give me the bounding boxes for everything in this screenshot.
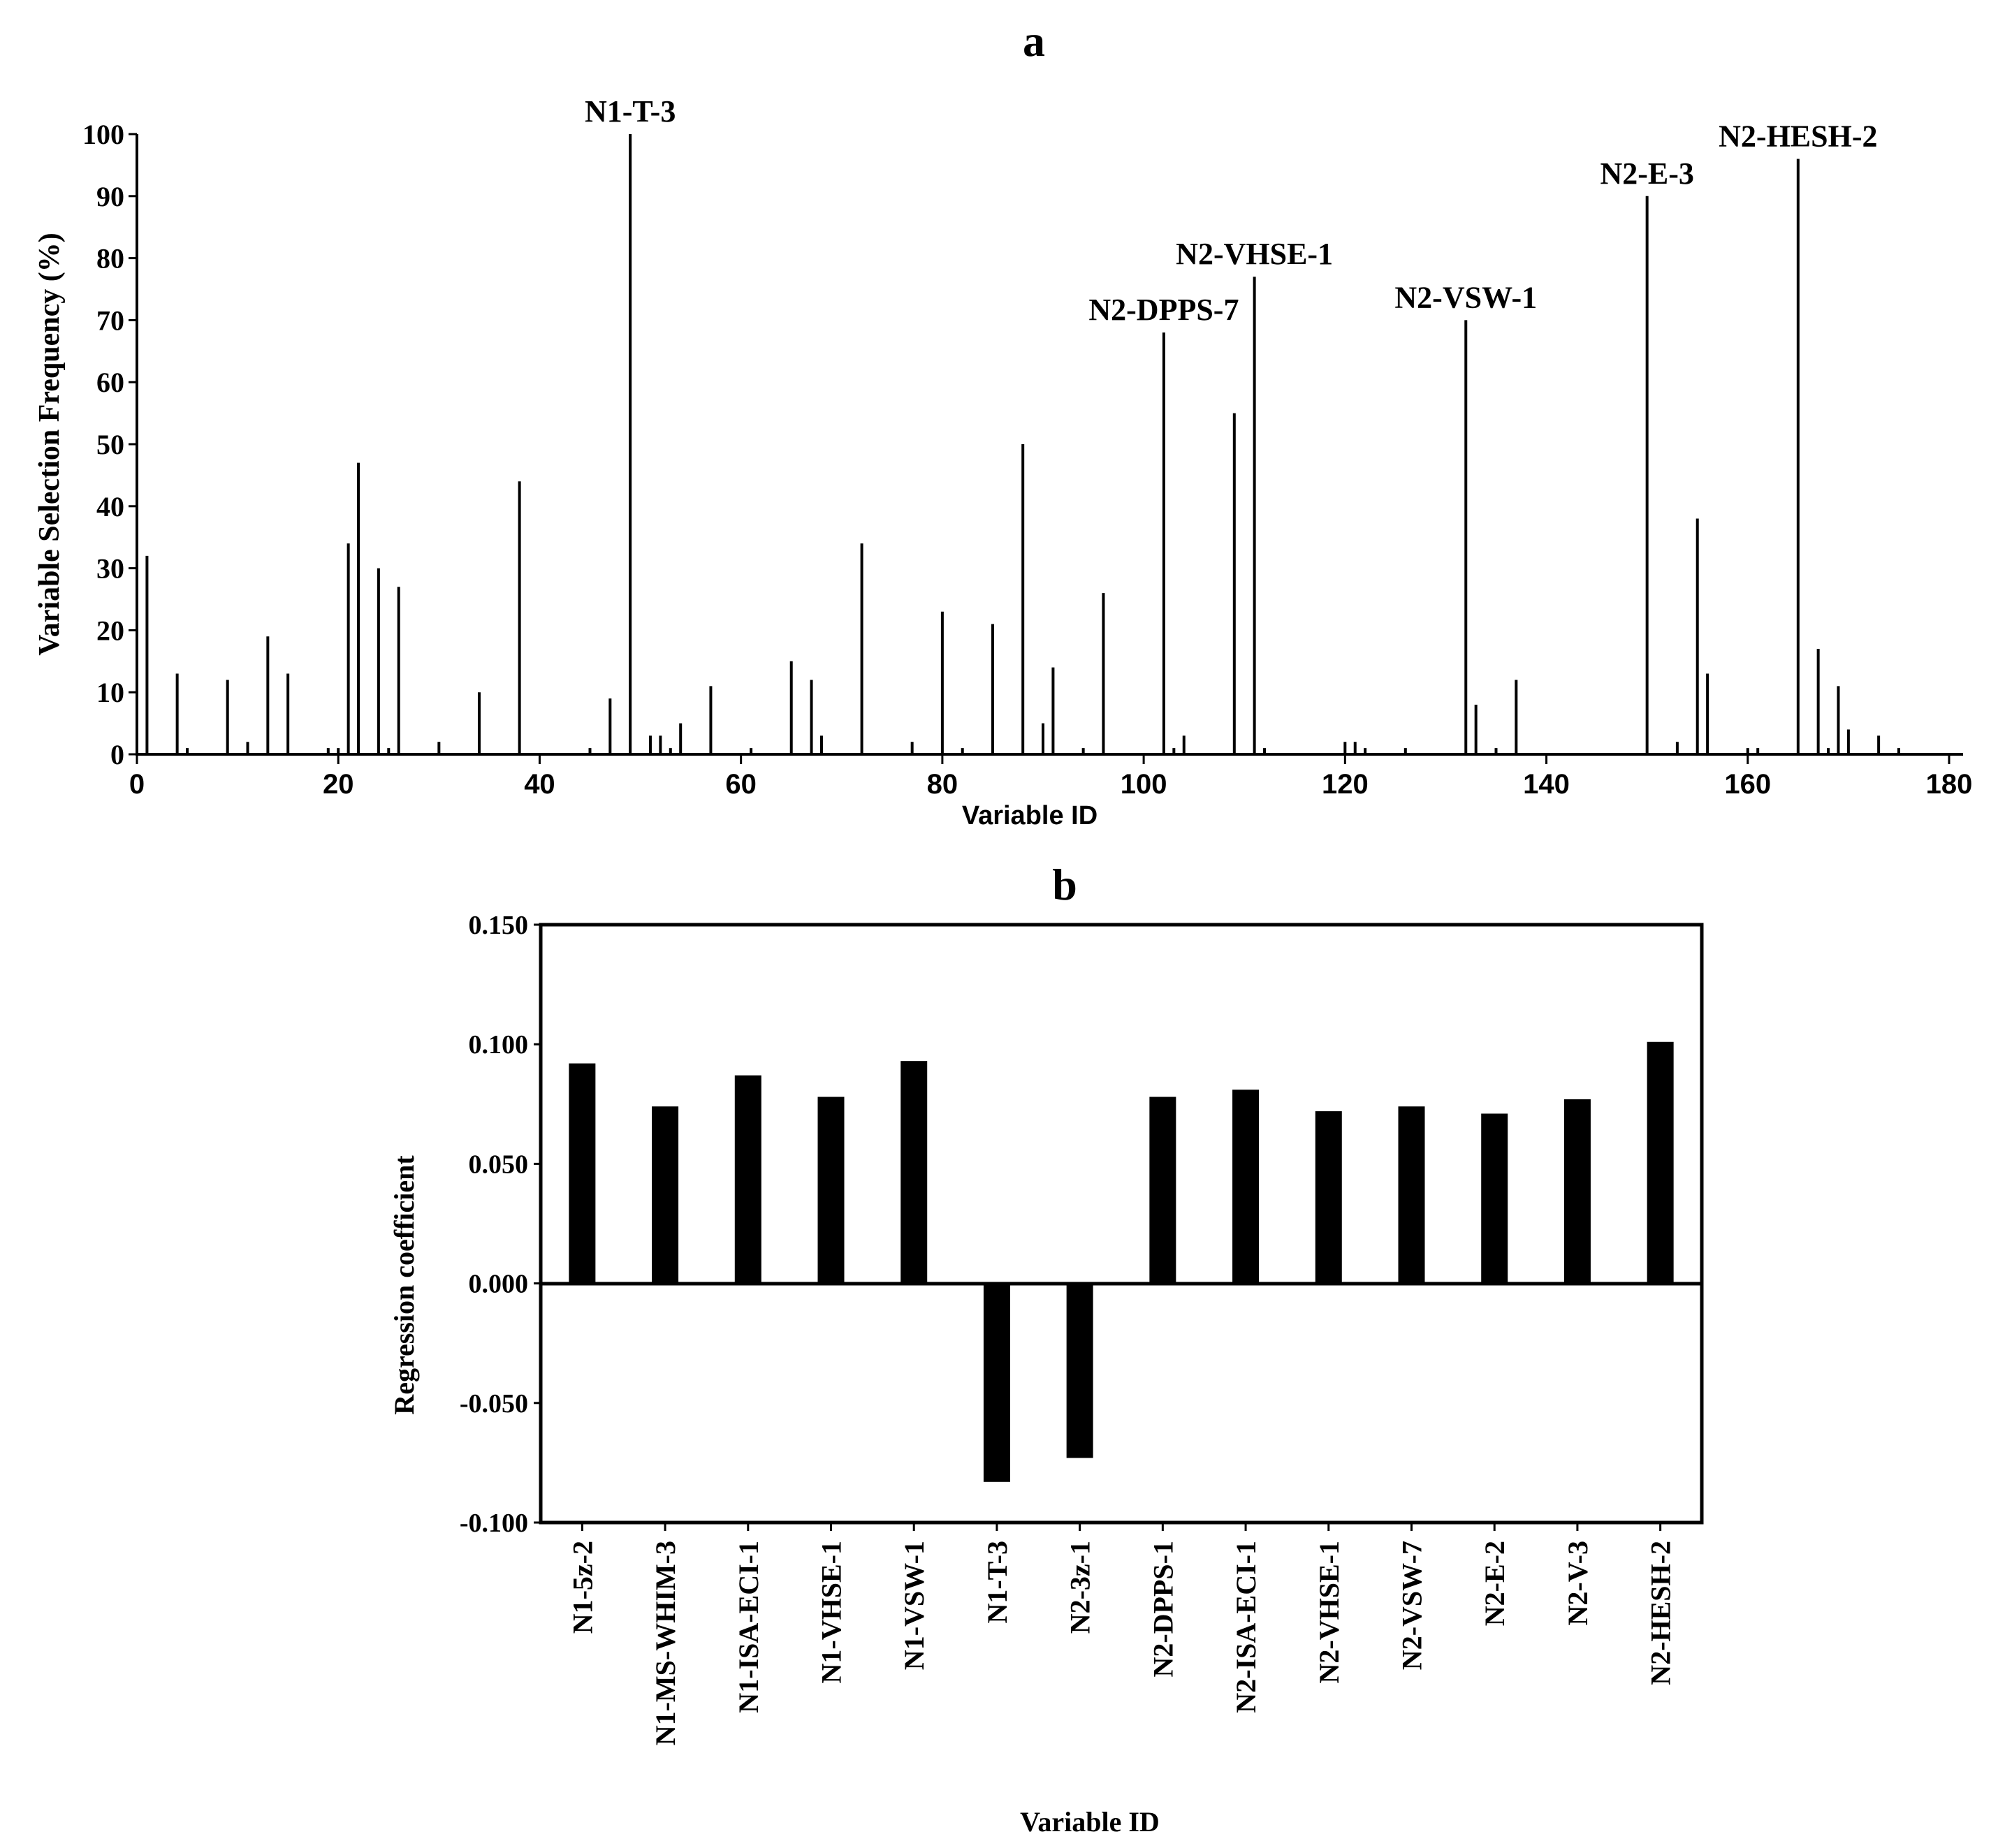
panel-a-y-tick-label-4: 40: [96, 491, 124, 522]
panel-a-annotation-2: N2-VHSE-1: [1176, 237, 1333, 271]
panel-b-bar-5: [983, 1283, 1010, 1482]
panel-b-y-tick-label-0: -0.100: [460, 1509, 528, 1538]
panel-a-x-tick-label-0: 0: [129, 769, 145, 800]
panel-b-category-label-1: N1-MS-WHIM-3: [650, 1541, 681, 1745]
panel-a-x-tick-label-2: 40: [524, 769, 555, 800]
panel-b-category-label-12: N2-V-3: [1562, 1541, 1594, 1625]
panel-b-category-label-0: N1-5z-2: [567, 1541, 598, 1634]
panel-b-bar-12: [1563, 1099, 1591, 1284]
panel-b-bar-10: [1398, 1106, 1425, 1284]
panel-a-y-tick-label-5: 50: [96, 429, 124, 460]
panel-b-category-label-10: N2-VSW-7: [1397, 1541, 1428, 1670]
panel-a-y-ticks: 0 10 20 30 40 50 60 70 80 90 100: [82, 119, 137, 770]
panel-b-bar-0: [569, 1063, 596, 1284]
panel-a-x-ticks: 0 20 40 60 80 100 120 140 160 180: [129, 754, 1973, 800]
panel-b-bars: [569, 1041, 1674, 1482]
panel-b-bar-7: [1149, 1097, 1176, 1284]
panel-a-label: a: [1023, 16, 1045, 66]
panel-a-annotation-0: N1-T-3: [585, 94, 676, 129]
panel-a-y-tick-label-7: 70: [96, 305, 124, 336]
panel-b-bar-1: [652, 1106, 679, 1284]
panel-a-y-tick-label-2: 20: [96, 615, 124, 646]
panel-b-bar-4: [900, 1061, 928, 1284]
panel-b-category-labels: N1-5z-2 N1-MS-WHIM-3 N1-ISA-ECI-1 N1-VHSE-1…: [567, 1523, 1677, 1745]
panel-b-chart: b -0.100 -0.050 0.000 0.050 0.100 0.150 N1-5z…: [388, 860, 1704, 1838]
panel-a-x-axis-title: Variable ID: [962, 801, 1098, 830]
panel-b-category-label-2: N1-ISA-ECI-1: [733, 1541, 764, 1713]
panel-a-y-tick-label-0: 0: [110, 739, 124, 770]
panel-b-bar-13: [1647, 1041, 1674, 1284]
panel-a-chart: a 0 10 20 30 40 50 60 70 80 90 100 0 20 40 60 80 100 120…: [34, 16, 1972, 830]
panel-b-bar-2: [734, 1075, 761, 1284]
panel-b-bar-6: [1066, 1283, 1093, 1458]
panel-b-category-label-3: N1-VHSE-1: [816, 1541, 847, 1683]
panel-b-category-label-4: N1-VSW-1: [898, 1541, 930, 1670]
panel-b-bar-3: [817, 1097, 845, 1284]
panel-b-y-tick-label-5: 0.150: [469, 911, 529, 940]
panel-b-category-label-11: N2-E-2: [1479, 1541, 1510, 1626]
panel-a-x-tick-label-9: 180: [1926, 769, 1973, 800]
panel-a-x-tick-label-5: 100: [1121, 769, 1167, 800]
panel-a-x-tick-label-3: 60: [725, 769, 757, 800]
panel-b-y-tick-label-3: 0.050: [469, 1150, 529, 1179]
panel-a-x-tick-label-6: 120: [1322, 769, 1369, 800]
panel-b-y-ticks: -0.100 -0.050 0.000 0.050 0.100 0.150: [460, 911, 541, 1538]
panel-a-annotation-3: N2-VSW-1: [1394, 280, 1537, 314]
panel-b-bar-11: [1481, 1113, 1508, 1284]
panel-b-category-label-5: N1-T-3: [982, 1541, 1013, 1624]
panel-b-category-label-7: N2-DPPS-1: [1147, 1541, 1179, 1678]
panel-b-y-axis-title: Regression coefficient: [388, 1155, 420, 1415]
panel-a-y-tick-label-8: 80: [96, 243, 124, 274]
panel-b-plot-frame: [539, 923, 1704, 1525]
panel-a-y-axis-title: Variable Selection Frequency (%): [34, 233, 66, 655]
panel-b-bar-9: [1315, 1111, 1342, 1284]
panel-a-annotation-1: N2-DPPS-7: [1088, 293, 1239, 327]
panel-b-category-label-8: N2-ISA-ECI-1: [1230, 1541, 1262, 1713]
panel-a-annotation-4: N2-E-3: [1600, 156, 1693, 191]
panel-b-x-axis-title: Variable ID: [1020, 1806, 1160, 1838]
panel-b-category-label-6: N2-3z-1: [1065, 1541, 1096, 1634]
panel-b-y-tick-label-1: -0.050: [460, 1389, 528, 1418]
panel-a-y-tick-label-10: 100: [82, 119, 124, 150]
panel-a-y-tick-label-9: 90: [96, 181, 124, 212]
panel-a-x-tick-label-1: 20: [323, 769, 354, 800]
panel-a-bars: [145, 134, 1900, 754]
panel-b-y-tick-label-4: 0.100: [469, 1030, 529, 1059]
panel-b-category-label-9: N2-VHSE-1: [1313, 1541, 1345, 1683]
panel-b-category-label-13: N2-HESH-2: [1645, 1541, 1677, 1685]
panel-a-annotation-5: N2-HESH-2: [1719, 119, 1877, 154]
panel-a-y-tick-label-1: 10: [96, 677, 124, 708]
panel-a-x-tick-label-4: 80: [927, 769, 958, 800]
panel-a-x-tick-label-7: 140: [1523, 769, 1570, 800]
panel-a-annotations: N1-T-3 N2-DPPS-7 N2-VHSE-1 N2-VSW-1 N2-E-3 N2…: [585, 94, 1878, 327]
panel-a-y-tick-label-3: 30: [96, 553, 124, 585]
panel-b-bar-8: [1232, 1090, 1260, 1284]
panel-b-y-tick-label-2: 0.000: [469, 1270, 529, 1299]
panel-b-label: b: [1052, 860, 1077, 909]
panel-a-y-tick-label-6: 60: [96, 367, 124, 398]
panel-a-x-tick-label-8: 160: [1724, 769, 1771, 800]
